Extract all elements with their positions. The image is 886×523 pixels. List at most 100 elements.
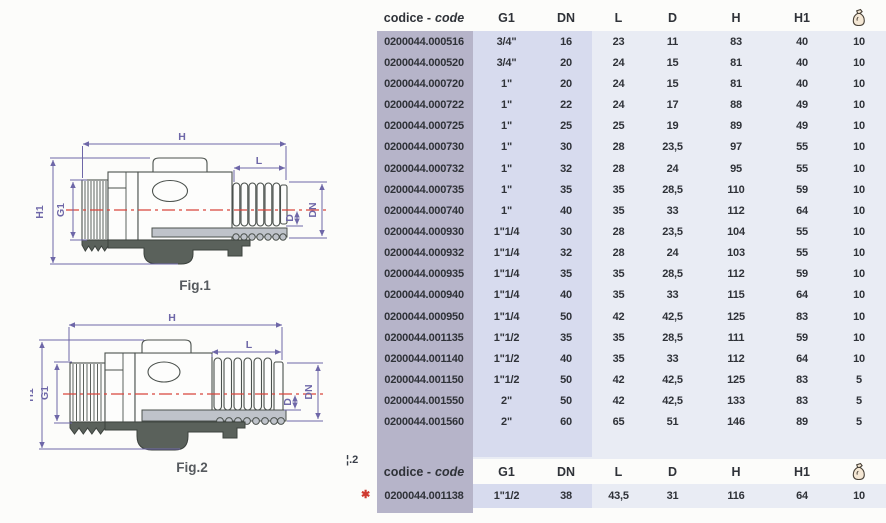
- cell-l: 35: [612, 331, 625, 344]
- dim-label-h1: H1: [30, 388, 36, 402]
- cell-g1: 3/4": [496, 56, 517, 69]
- cell-code: 0200044.001138: [384, 490, 464, 502]
- cell-l: 43,5: [608, 490, 629, 502]
- fig1-drawing: H L H1 G1 D DN Fig.1: [34, 131, 327, 293]
- table-row: 0200044.000516 3/4" 16 23 11 83 40 10: [375, 31, 886, 52]
- dim-label-h: H: [178, 131, 186, 143]
- cell-l: 35: [612, 183, 625, 196]
- cell-code: 0200044.000732: [384, 162, 464, 175]
- cell-h: 83: [730, 35, 742, 48]
- cell-code: 0200044.000520: [384, 56, 464, 69]
- cell-h1: 64: [796, 204, 808, 217]
- code-column-band: [377, 31, 473, 513]
- dim-label-dn: DN: [307, 202, 319, 217]
- cell-code: 0200044.000730: [384, 141, 464, 154]
- cell-l: 25: [612, 120, 625, 133]
- cell-l: 28: [612, 162, 625, 175]
- table2-g1-dn-band: [473, 484, 592, 508]
- cell-qty: 10: [853, 120, 865, 133]
- cell-h1: 40: [796, 35, 808, 48]
- cell-g1: 1"1/2: [493, 352, 520, 365]
- dim-label-h: H: [168, 312, 176, 324]
- cell-dn: 22: [560, 99, 572, 112]
- fig1-hose-barb: [232, 182, 288, 227]
- cell-h: 133: [727, 395, 745, 408]
- cell-qty: 5: [856, 374, 862, 387]
- cell-g1: 1": [501, 77, 512, 90]
- fig2-dimensions: H L H1 G1 D DN: [30, 312, 323, 450]
- dim-label-l: L: [246, 339, 253, 351]
- cell-l: 28: [612, 247, 625, 260]
- cell-qty: 10: [853, 35, 865, 48]
- col-header-l: L: [614, 10, 623, 25]
- col-header-g1: G1: [498, 10, 515, 25]
- cell-dn: 32: [560, 247, 572, 260]
- cell-code: 0200044.001140: [384, 352, 464, 365]
- table-row: 0200044.000725 1" 25 25 19 89 49 10: [375, 116, 886, 137]
- table-row: 0200044.001560 2" 60 65 51 146 89 5: [375, 412, 886, 433]
- cell-d: 24: [666, 162, 679, 175]
- fig1-dimensions: H L H1 G1 D DN: [34, 131, 327, 265]
- cell-d: 23,5: [662, 225, 683, 238]
- table-row: 0200044.000932 1"1/4 32 28 24 103 55 10: [375, 243, 886, 264]
- cell-h1: 83: [796, 310, 808, 323]
- cell-l: 42: [612, 310, 625, 323]
- cell-h: 112: [727, 204, 745, 217]
- fig2-ref-fragment: ¦.2: [346, 454, 359, 466]
- cell-code: 0200044.000516: [384, 35, 464, 48]
- col-header-qty: [832, 4, 886, 31]
- col-header-d: D: [667, 10, 678, 25]
- cell-g1: 1"1/4: [493, 289, 520, 302]
- cell-g1: 1": [501, 141, 512, 154]
- cell-h1: 59: [796, 331, 808, 344]
- table-row: 0200044.000935 1"1/4 35 35 28,5 112 59 10: [375, 264, 886, 285]
- cell-code: 0200044.001550: [384, 395, 464, 408]
- cell-h: 81: [730, 56, 742, 69]
- dim-label-g1: G1: [39, 386, 51, 400]
- col-header-dn: DN: [556, 464, 576, 479]
- cell-g1: 1": [501, 204, 512, 217]
- cell-h: 81: [730, 77, 742, 90]
- cell-h1: 83: [796, 395, 808, 408]
- cell-h1: 40: [796, 56, 808, 69]
- cell-g1: 1": [501, 162, 512, 175]
- cell-code: 0200044.000935: [384, 268, 464, 281]
- cell-qty: 10: [853, 310, 865, 323]
- cell-d: 51: [666, 416, 679, 429]
- fig1-hex-nut: [107, 171, 139, 241]
- cell-l: 35: [612, 268, 625, 281]
- col-header-code: codice - code: [375, 459, 473, 484]
- cell-d: 15: [666, 77, 679, 90]
- cell-dn: 40: [560, 289, 572, 302]
- cell-d: 42,5: [662, 395, 683, 408]
- cell-d: 19: [666, 120, 679, 133]
- cell-qty: 10: [853, 225, 865, 238]
- cell-h1: 49: [796, 120, 808, 133]
- cell-d: 15: [666, 56, 679, 69]
- cell-d: 33: [666, 352, 679, 365]
- cell-g1: 1"1/2: [493, 374, 520, 387]
- col-header-h: H: [731, 464, 741, 479]
- cell-g1: 2": [501, 395, 512, 408]
- table-body: 0200044.000516 3/4" 16 23 11 83 40 10 0200044.00…: [375, 31, 886, 433]
- fig1-thread-tail: [81, 239, 109, 252]
- table-row: 0200044.001135 1"1/2 35 35 28,5 111 59 10: [375, 327, 886, 348]
- cell-code: 0200044.000735: [384, 183, 464, 196]
- cell-h1: 64: [796, 352, 808, 365]
- cell-code: 0200044.001135: [384, 331, 464, 344]
- dim-label-l: L: [256, 155, 263, 167]
- table-row: 0200044.000950 1"1/4 50 42 42,5 125 83 10: [375, 306, 886, 327]
- cell-g1: 1"1/2: [493, 331, 520, 344]
- cell-dn: 40: [560, 204, 572, 217]
- fig2-drawing: H L H1 G1 D DN Fig.2: [30, 312, 324, 475]
- cell-d: 17: [666, 99, 679, 112]
- cell-h: 112: [727, 352, 745, 365]
- cell-h: 95: [730, 162, 742, 175]
- fig2-thread-hatch: [72, 364, 102, 421]
- cell-g1: 1"1/4: [493, 247, 520, 260]
- table2-header-row: codice - code G1 DN L D H H1: [375, 459, 886, 484]
- cell-h1: 55: [796, 141, 808, 154]
- cell-dn: 35: [560, 268, 572, 281]
- col-header-code-bold: codice -: [383, 464, 432, 479]
- fig1-section-dark: [107, 239, 251, 265]
